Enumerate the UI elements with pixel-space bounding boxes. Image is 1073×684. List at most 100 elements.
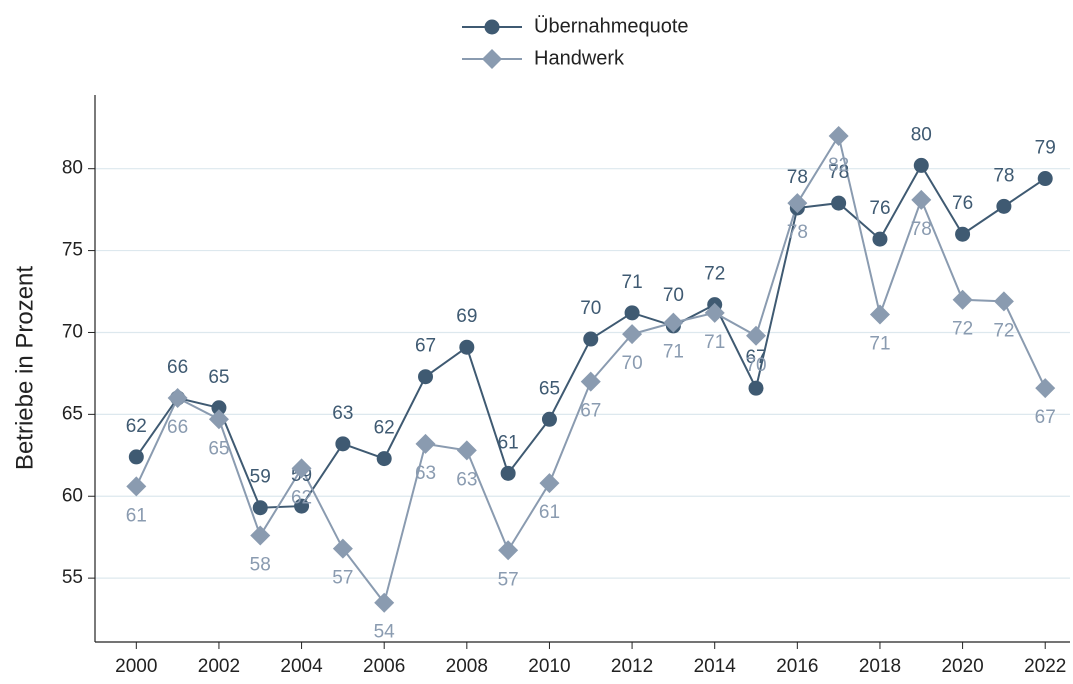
data-point	[418, 369, 434, 385]
y-axis-label: Betriebe in Prozent	[11, 266, 38, 470]
data-point	[415, 433, 436, 454]
legend-marker	[482, 49, 502, 69]
data-point	[993, 291, 1014, 312]
data-point	[459, 339, 475, 355]
x-tick-label: 2002	[198, 656, 240, 677]
data-label: 71	[663, 342, 684, 363]
x-tick-label: 2016	[776, 656, 818, 677]
data-label: 61	[539, 502, 560, 523]
data-point	[869, 304, 890, 325]
data-label: 66	[167, 357, 188, 378]
x-tick-label: 2018	[859, 656, 901, 677]
data-label: 63	[456, 469, 477, 490]
data-point	[828, 125, 849, 146]
data-point	[208, 409, 229, 430]
data-label: 69	[456, 306, 477, 327]
data-point	[1035, 378, 1056, 399]
data-point	[456, 440, 477, 461]
x-tick-label: 2022	[1024, 656, 1066, 677]
x-tick-label: 2012	[611, 656, 653, 677]
data-label: 57	[498, 569, 519, 590]
data-label: 78	[787, 222, 808, 243]
data-point	[622, 324, 643, 345]
legend-label: Übernahmequote	[534, 15, 689, 37]
data-label: 78	[787, 167, 808, 188]
data-label: 67	[580, 401, 601, 422]
data-label: 72	[993, 320, 1014, 341]
data-point	[291, 458, 312, 479]
x-tick-label: 2020	[941, 656, 983, 677]
x-tick-label: 2004	[280, 656, 323, 677]
data-label: 80	[911, 124, 932, 145]
data-point	[996, 198, 1012, 214]
x-tick-label: 2014	[694, 656, 737, 677]
x-tick-label: 2006	[363, 656, 405, 677]
data-label: 65	[208, 438, 229, 459]
data-label: 61	[498, 432, 519, 453]
data-point	[748, 380, 764, 396]
data-label: 65	[539, 378, 560, 399]
data-label: 59	[250, 467, 271, 488]
data-label: 71	[869, 333, 890, 354]
data-point	[831, 195, 847, 211]
data-point	[126, 476, 147, 497]
data-point	[580, 371, 601, 392]
data-label: 65	[208, 367, 229, 388]
y-tick-label: 80	[62, 158, 83, 179]
data-label: 70	[663, 285, 684, 306]
x-tick-label: 2010	[528, 656, 570, 677]
y-tick-label: 65	[62, 403, 83, 424]
data-point	[952, 289, 973, 310]
data-point	[374, 592, 395, 613]
data-label: 78	[993, 165, 1014, 186]
data-point	[332, 538, 353, 559]
data-label: 70	[580, 298, 601, 319]
data-point	[335, 436, 351, 452]
data-point	[500, 465, 516, 481]
data-point	[294, 498, 310, 514]
data-label: 71	[704, 332, 725, 353]
data-label: 76	[952, 193, 973, 214]
y-tick-label: 55	[62, 567, 83, 588]
series-line	[135, 133, 1047, 605]
data-point	[250, 525, 271, 546]
data-point	[787, 193, 808, 214]
data-point	[663, 312, 684, 333]
x-tick-label: 2008	[446, 656, 488, 677]
data-label: 61	[126, 505, 147, 526]
data-label: 63	[415, 463, 436, 484]
data-point	[211, 400, 227, 416]
data-point	[704, 302, 725, 323]
data-label: 67	[745, 347, 766, 368]
data-label: 70	[745, 355, 766, 376]
data-label: 62	[374, 418, 395, 439]
data-point	[913, 157, 929, 173]
data-point	[872, 231, 888, 247]
data-label: 57	[332, 568, 353, 589]
data-point	[498, 540, 519, 561]
data-point	[955, 226, 971, 242]
data-point	[539, 473, 560, 494]
data-label: 66	[167, 417, 188, 438]
data-point	[1037, 171, 1053, 187]
data-point	[583, 331, 599, 347]
x-tick-label: 2000	[115, 656, 157, 677]
data-point	[746, 325, 767, 346]
data-label: 67	[1035, 407, 1056, 428]
data-label: 62	[126, 416, 147, 437]
data-label: 71	[622, 272, 643, 293]
data-label: 72	[952, 319, 973, 340]
data-label: 72	[704, 264, 725, 285]
data-label: 82	[828, 155, 849, 176]
data-label: 79	[1035, 138, 1056, 159]
y-tick-label: 70	[62, 321, 83, 342]
data-label: 54	[374, 622, 396, 643]
legend-label: Handwerk	[534, 47, 625, 69]
y-tick-label: 75	[62, 240, 83, 261]
data-label: 78	[828, 162, 849, 183]
data-point	[624, 305, 640, 321]
data-label: 78	[911, 219, 932, 240]
data-label: 58	[250, 555, 271, 576]
data-point	[252, 500, 268, 516]
